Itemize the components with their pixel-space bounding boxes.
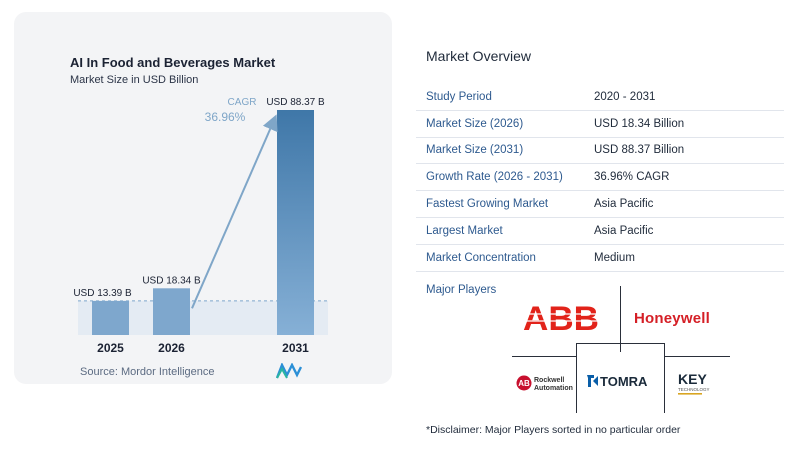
abb-logo: ABB	[522, 302, 600, 332]
bar-2026	[153, 288, 190, 335]
overview-table: Study Period 2020 - 2031 Market Size (20…	[416, 84, 784, 272]
mordor-logo-icon	[276, 363, 302, 379]
bar-2025	[92, 300, 129, 335]
major-players-title: Major Players	[426, 284, 497, 296]
overview-row: Growth Rate (2026 - 2031) 36.96% CAGR	[416, 164, 784, 192]
market-overview-title: Market Overview	[426, 48, 532, 64]
overview-row: Market Concentration Medium	[416, 245, 784, 272]
overview-value: USD 18.34 Billion	[594, 117, 685, 130]
logo-divider	[576, 343, 577, 413]
value-label-2026: USD 18.34 B	[142, 275, 201, 286]
svg-text:KEY: KEY	[678, 371, 707, 387]
key-technology-logo: KEY TECHNOLOGY	[678, 371, 710, 395]
svg-text:Automation: Automation	[534, 385, 573, 392]
disclaimer-text: *Disclaimer: Major Players sorted in no …	[426, 424, 681, 436]
overview-label: Study Period	[426, 90, 492, 103]
logo-divider	[620, 286, 621, 352]
tomra-logo: TOMRA	[587, 374, 648, 389]
overview-value: 2020 - 2031	[594, 90, 656, 103]
overview-value: Asia Pacific	[594, 224, 654, 237]
chart-title: AI In Food and Beverages Market	[70, 55, 276, 70]
cagr-arrow	[191, 114, 278, 309]
value-label-2025: USD 13.39 B	[73, 288, 132, 299]
rockwell-automation-logo: AB Rockwell Automation	[516, 375, 573, 392]
abb-logo-text: ABB	[523, 302, 599, 332]
value-label-2031: USD 88.37 B	[266, 97, 325, 108]
logo-divider	[512, 356, 576, 357]
overview-label: Fastest Growing Market	[426, 198, 549, 211]
overview-label: Market Size (2031)	[426, 144, 524, 157]
source-text: Source: Mordor Intelligence	[80, 366, 215, 378]
overview-value: Asia Pacific	[594, 198, 654, 211]
category-label-2026: 2026	[158, 341, 185, 355]
cagr-label: CAGR	[228, 97, 257, 108]
honeywell-logo: Honeywell	[634, 310, 710, 327]
overview-value: 36.96% CAGR	[594, 171, 670, 184]
cagr-value: 36.96%	[205, 110, 246, 124]
logo-divider	[664, 356, 730, 357]
overview-value: USD 88.37 Billion	[594, 144, 685, 157]
overview-row: Fastest Growing Market Asia Pacific	[416, 191, 784, 218]
chart-subtitle: Market Size in USD Billion	[70, 74, 199, 86]
overview-value: Medium	[594, 251, 635, 264]
category-label-2031: 2031	[282, 341, 309, 355]
svg-text:Rockwell: Rockwell	[534, 377, 564, 384]
overview-label: Largest Market	[426, 224, 503, 237]
svg-text:TOMRA: TOMRA	[600, 374, 648, 389]
bar-2031	[277, 110, 314, 335]
svg-text:AB: AB	[518, 379, 530, 388]
overview-label: Growth Rate (2026 - 2031)	[426, 171, 563, 184]
logo-divider	[576, 343, 664, 344]
svg-text:TECHNOLOGY: TECHNOLOGY	[678, 387, 710, 392]
overview-row: Largest Market Asia Pacific	[416, 218, 784, 245]
bar-chart: USD 13.39 B 2025 USD 18.34 B 2026 USD 88.37 …	[73, 97, 328, 355]
overview-row: Market Size (2026) USD 18.34 Billion	[416, 111, 784, 138]
overview-row: Study Period 2020 - 2031	[416, 84, 784, 111]
category-label-2025: 2025	[97, 341, 124, 355]
overview-label: Market Concentration	[426, 251, 536, 264]
overview-row: Market Size (2031) USD 88.37 Billion	[416, 138, 784, 165]
overview-label: Market Size (2026)	[426, 117, 524, 130]
logo-divider	[664, 343, 665, 413]
